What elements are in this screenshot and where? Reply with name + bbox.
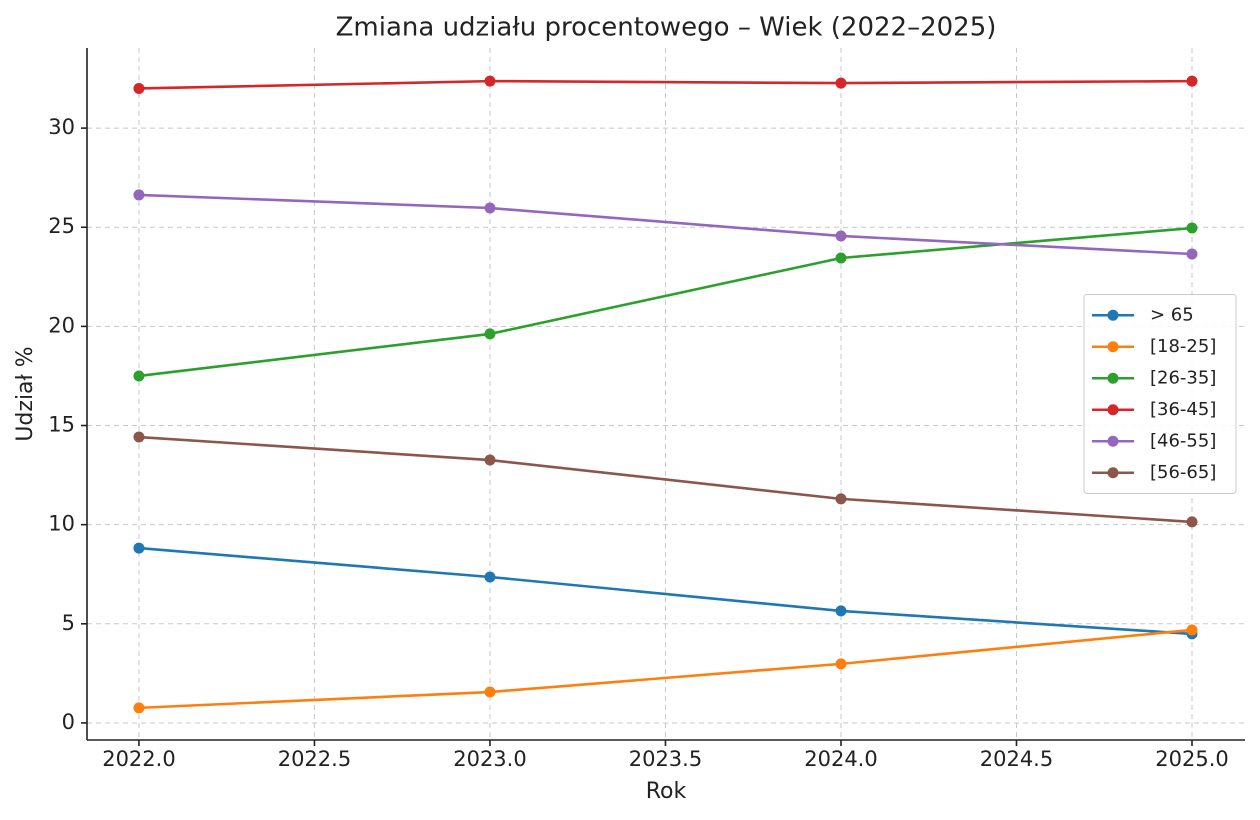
data-point [1186, 75, 1198, 87]
data-point [835, 605, 847, 617]
y-axis-label: Udział % [13, 346, 38, 441]
x-axis-label: Rok [646, 779, 687, 804]
data-point [835, 493, 847, 505]
y-tick-label: 5 [62, 611, 75, 635]
x-tick-label: 2024.0 [804, 747, 877, 771]
data-point [484, 454, 496, 466]
data-point [1186, 222, 1198, 234]
data-point [133, 542, 145, 554]
x-tick-label: 2024.5 [980, 747, 1053, 771]
legend-marker [1107, 309, 1119, 321]
data-point [484, 686, 496, 698]
y-tick-label: 10 [48, 512, 75, 536]
legend-marker [1107, 435, 1119, 447]
chart-title: Zmiana udziału procentowego – Wiek (2022… [336, 13, 997, 43]
x-tick-label: 2023.5 [629, 747, 702, 771]
y-tick-label: 25 [48, 214, 75, 238]
data-point [835, 230, 847, 242]
legend-label: [36-45] [1150, 399, 1216, 420]
legend-label: [46-55] [1150, 430, 1216, 451]
data-point [1186, 516, 1198, 528]
series-line [138, 546, 1193, 636]
y-tick-label: 20 [48, 313, 75, 337]
series-line [138, 435, 1193, 524]
data-point [133, 431, 145, 443]
y-tick-label: 30 [48, 115, 75, 139]
legend-label: [18-25] [1150, 336, 1216, 357]
data-point [835, 252, 847, 264]
x-tick-label: 2022.0 [102, 747, 175, 771]
x-tick-label: 2023.0 [453, 747, 526, 771]
x-tick-label: 2022.5 [278, 747, 351, 771]
legend-label: [56-65] [1150, 462, 1216, 483]
series-line [138, 226, 1193, 378]
series-line [138, 628, 1193, 710]
data-point [133, 189, 145, 201]
legend-marker [1107, 467, 1119, 479]
legend-label: > 65 [1150, 304, 1194, 325]
x-tick-label: 2025.0 [1155, 747, 1228, 771]
legend-marker [1107, 372, 1119, 384]
data-point [133, 702, 145, 714]
data-point [484, 571, 496, 583]
y-tick-label: 15 [48, 413, 75, 437]
data-point [835, 658, 847, 670]
series-line [138, 79, 1193, 90]
data-point [835, 77, 847, 89]
data-point [133, 82, 145, 94]
data-point [1186, 624, 1198, 636]
legend-label: [26-35] [1150, 367, 1216, 388]
data-point [484, 202, 496, 214]
data-point [1186, 248, 1198, 260]
data-point [133, 370, 145, 382]
legend-box [1083, 294, 1237, 494]
y-tick-label: 0 [62, 710, 75, 734]
legend-marker [1107, 404, 1119, 416]
data-point [484, 328, 496, 340]
legend-marker [1107, 341, 1119, 353]
series-line [138, 193, 1193, 256]
data-point [484, 75, 496, 87]
